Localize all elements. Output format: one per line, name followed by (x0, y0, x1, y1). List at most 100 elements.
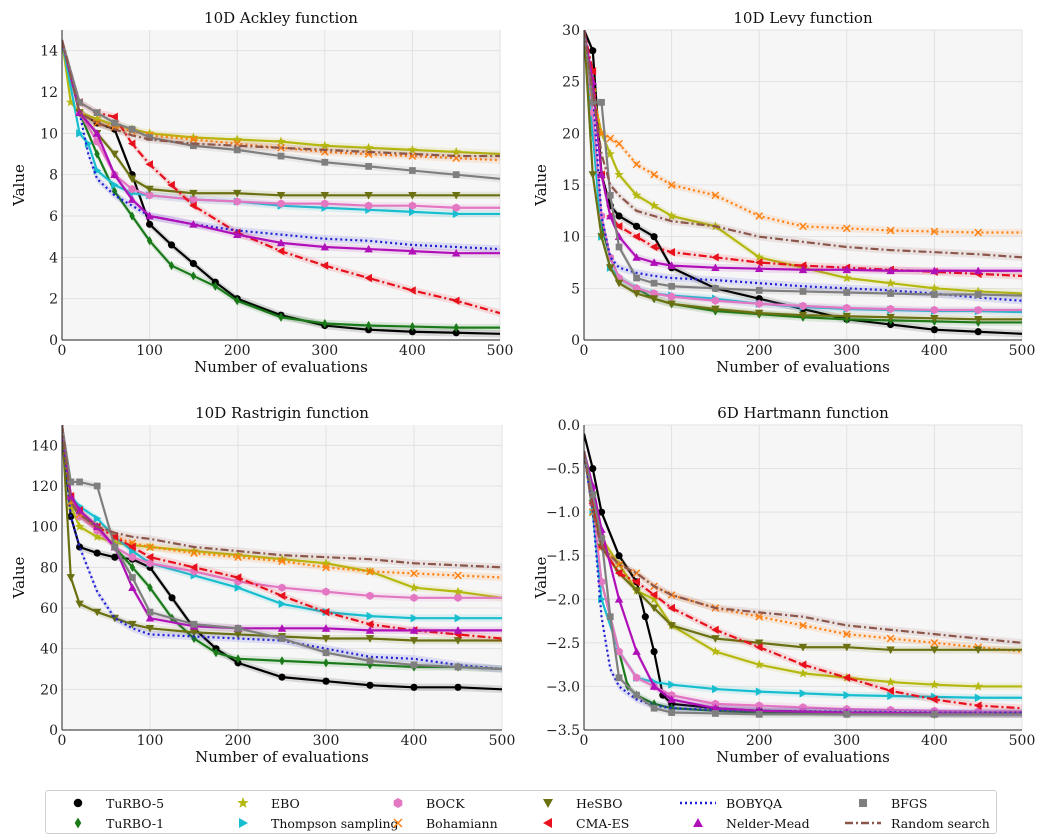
series-group (584, 30, 1022, 338)
series-marker (799, 288, 807, 295)
series-marker (233, 230, 242, 238)
series-marker (320, 242, 329, 251)
series-marker (930, 695, 938, 704)
series-marker (712, 684, 720, 694)
series-marker (321, 624, 331, 632)
series-marker (755, 258, 763, 267)
series-marker (615, 647, 623, 656)
legend-swatch (73, 798, 83, 808)
series-band (62, 425, 502, 643)
series-marker (711, 699, 720, 709)
series-marker (650, 233, 658, 241)
y-tick-label: 0.0 (558, 418, 580, 434)
series-marker (843, 289, 851, 296)
series-band (584, 30, 1022, 275)
series-marker (93, 608, 102, 617)
series-marker (974, 693, 983, 702)
series-marker (754, 659, 764, 669)
y-axis-label: Value (532, 164, 550, 207)
series-marker (410, 569, 418, 578)
series-marker (110, 112, 118, 121)
series-marker (615, 243, 623, 251)
series-band (584, 30, 1022, 314)
series-marker (128, 125, 136, 133)
series-line (584, 450, 1022, 714)
series-marker (321, 558, 331, 568)
x-tick-label: 0 (58, 343, 67, 359)
series-marker (75, 506, 84, 514)
legend-item: Bohamiann (376, 814, 498, 832)
y-tick-label: 100 (31, 520, 58, 536)
series-marker (189, 189, 198, 198)
series-marker (973, 681, 983, 691)
series-line (62, 40, 500, 251)
series-line (62, 425, 502, 671)
series-marker (111, 119, 118, 127)
series-marker (233, 189, 242, 198)
series-marker (190, 549, 198, 557)
x-tick-label: 200 (746, 733, 773, 749)
series-marker (128, 620, 137, 629)
y-tick-label: 4 (49, 250, 58, 266)
series-marker (110, 170, 119, 179)
series-marker (190, 142, 197, 150)
series-marker (588, 171, 597, 179)
series-marker (452, 171, 460, 179)
series-line (584, 30, 1022, 297)
series-marker (974, 315, 983, 324)
series-bfgs (584, 447, 1022, 718)
series-marker (614, 595, 624, 603)
series-marker (145, 624, 155, 633)
series-marker (320, 261, 329, 270)
series-marker (606, 134, 615, 143)
legend-item: Thompson sampling (221, 814, 399, 832)
series-marker (667, 292, 676, 301)
y-tick-label: −3.0 (546, 679, 580, 695)
series-marker (321, 158, 329, 166)
series-marker (649, 200, 659, 210)
series-marker (145, 185, 154, 194)
series-marker (93, 514, 102, 523)
series-marker (409, 637, 419, 645)
y-tick-label: 60 (40, 601, 58, 617)
series-marker (452, 329, 460, 337)
series-marker (366, 681, 374, 689)
series-marker (409, 167, 416, 174)
series-marker (588, 67, 597, 76)
chart-title: 10D Levy function (733, 9, 873, 27)
series-marker (931, 291, 938, 298)
series-marker (755, 710, 763, 718)
series-marker (842, 673, 851, 682)
y-tick-label: 140 (31, 438, 58, 454)
series-marker (320, 191, 329, 200)
series-marker (632, 290, 641, 298)
series-marker (606, 191, 614, 199)
series-marker (799, 703, 807, 712)
series-marker (842, 643, 851, 652)
series-marker (365, 620, 374, 629)
series-marker (189, 259, 197, 268)
series-marker (974, 291, 982, 298)
legend-swatch (74, 817, 82, 829)
series-marker (278, 635, 286, 642)
series-line (62, 40, 500, 255)
series-marker (76, 478, 83, 486)
series-marker (798, 311, 808, 320)
series-marker (129, 562, 136, 572)
y-axis-label: Value (10, 557, 28, 600)
series-marker (277, 199, 285, 208)
series-marker (110, 532, 119, 542)
series-marker (614, 169, 624, 179)
series-marker (649, 682, 659, 690)
series-marker (167, 241, 176, 249)
series-marker (92, 531, 102, 541)
series-marker (322, 318, 328, 329)
series-marker (365, 635, 375, 643)
x-tick-label: 100 (658, 343, 685, 359)
series-marker (930, 305, 939, 315)
legend-swatch (543, 818, 552, 828)
series-marker (614, 222, 623, 231)
series-marker (843, 303, 851, 313)
legend-swatch (693, 818, 703, 827)
series-marker (799, 689, 808, 698)
